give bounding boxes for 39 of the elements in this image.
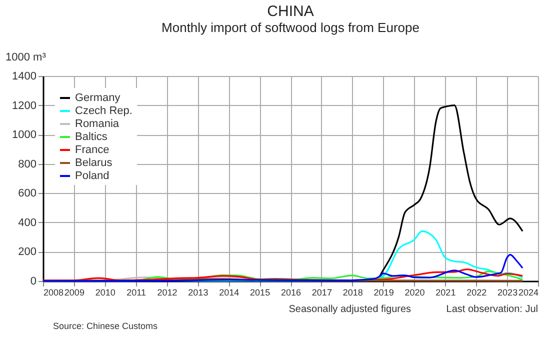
y-tick-label: 1400 (12, 70, 36, 82)
y-tick-label: 400 (18, 216, 36, 229)
y-tick-label: 1000 (12, 129, 36, 142)
text: Last observation: Jul (446, 304, 538, 315)
legend-label: Romania (75, 118, 120, 130)
y-tick-label: 0 (30, 276, 36, 288)
x-tick-label: 2016 (280, 288, 302, 298)
x-tick-label: 2018 (342, 288, 363, 298)
y-tick-label: 200 (18, 246, 36, 258)
y-tick-label: 1200 (12, 100, 36, 112)
legend-label: Czech Rep. (75, 105, 132, 117)
x-tick-label: 2021 (436, 288, 456, 298)
x-tick-label: 2014 (219, 288, 240, 298)
x-tick-label: 2022 (466, 288, 487, 298)
legend-label: France (75, 144, 110, 156)
y-axis-title: 1000 m³ (6, 52, 46, 64)
legend-label: Baltics (75, 131, 108, 143)
source-note: Source: Chinese Customs (53, 321, 158, 331)
x-tick-label: 2017 (312, 288, 332, 298)
x-tick-label: 2008 (44, 288, 64, 298)
x-tick-label: 2010 (95, 288, 116, 298)
y-tick-label: 600 (18, 188, 36, 200)
x-tick-label: 2009 (64, 288, 84, 298)
x-tick-label: 2019 (374, 288, 394, 298)
legend-label: Poland (75, 170, 110, 182)
x-tick-label: 2012 (157, 288, 178, 298)
text: Seasonally adjusted figures (288, 304, 412, 315)
x-tick-label: 2011 (126, 288, 146, 298)
line-series (42, 254, 524, 282)
x-tick-label: 2020 (404, 288, 425, 298)
chart-subtitle: Monthly import of softwood logs from Europe (162, 20, 420, 35)
x-tick-label: 2023 (498, 288, 518, 298)
y-tick-label: 800 (18, 158, 36, 170)
x-tick-label: 2024 (518, 288, 538, 298)
legend-label: Belarus (75, 157, 113, 169)
legend-label: Germany (75, 92, 121, 104)
x-tick-label: 2015 (250, 288, 270, 298)
x-tick-label: 2013 (188, 288, 208, 298)
chart-title: CHINA (267, 3, 314, 20)
